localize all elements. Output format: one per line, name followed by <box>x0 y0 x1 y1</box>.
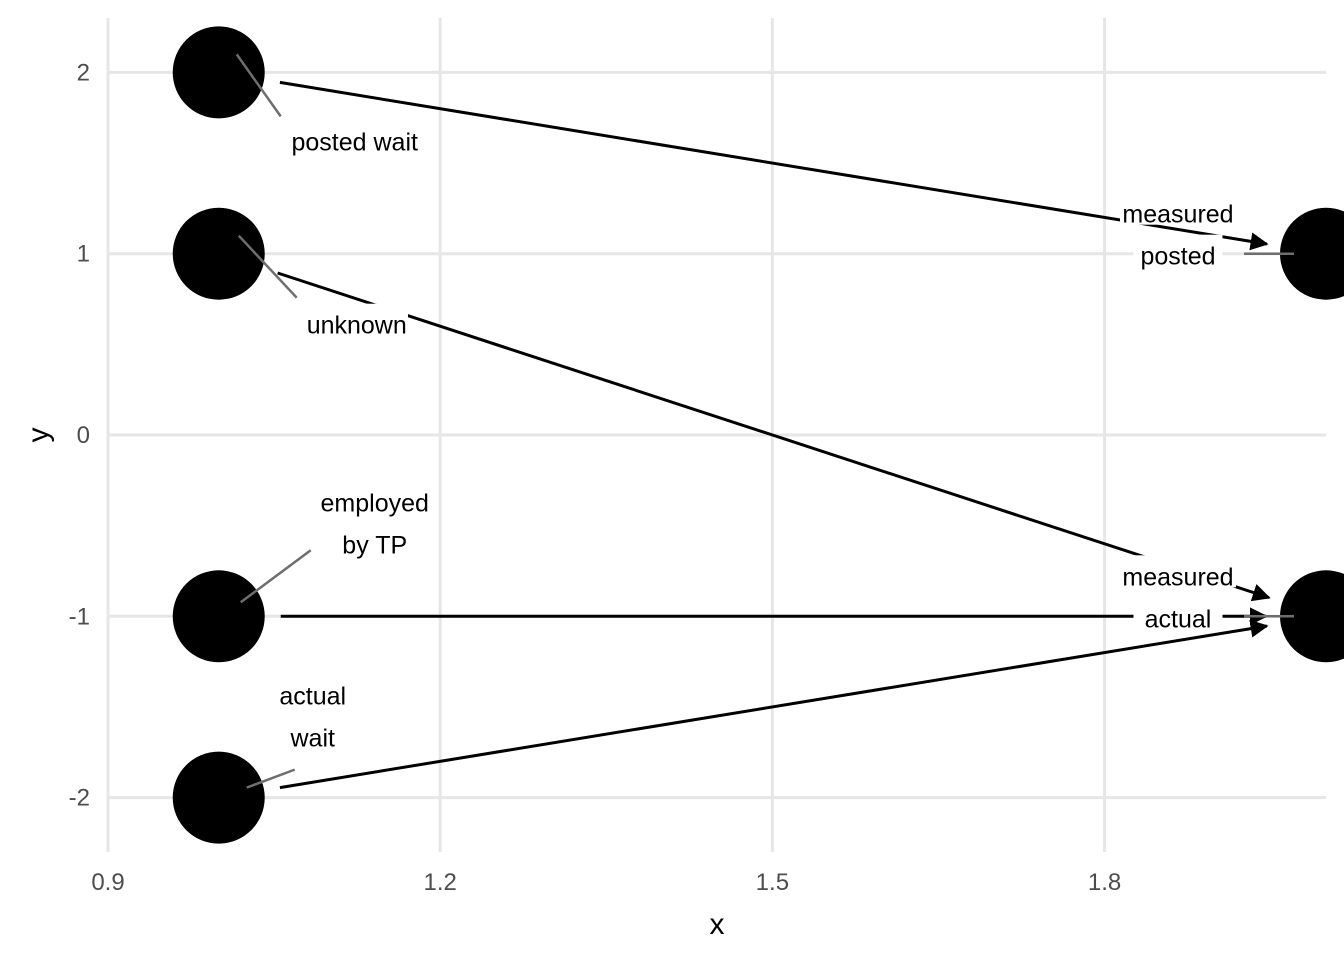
x-tick-label-0: 0.9 <box>91 869 124 896</box>
label-bg-actual_wait-0 <box>268 674 358 707</box>
label-bg-employed_by_tp-1 <box>336 523 413 556</box>
leader-posted_wait <box>235 53 282 118</box>
node-measured_actual <box>1280 570 1344 663</box>
edge-unknown-to-measured_actual <box>277 271 1271 602</box>
label-measured_posted-0: measured <box>1122 201 1233 229</box>
label-posted_wait-0: posted wait <box>291 128 418 156</box>
x-tick-label-3: 1.8 <box>1088 869 1121 896</box>
label-measured_posted-1: posted <box>1140 243 1215 271</box>
label-bg-posted_wait-0 <box>276 120 433 153</box>
y-tick-label-2: 0 <box>77 422 90 449</box>
label-bg-measured_posted-1 <box>1133 234 1223 267</box>
edge-posted_wait-to-measured_posted <box>279 80 1269 251</box>
label-actual_wait-1: wait <box>289 725 335 753</box>
leader-employed_by_tp <box>239 549 312 604</box>
node-measured_posted <box>1280 207 1344 300</box>
node-labels: posted wait unknown employed by TP actual wai… <box>235 53 1294 789</box>
y-tick-label-4: -2 <box>69 785 90 812</box>
y-axis-title: y <box>22 428 55 443</box>
label-bg-measured_actual-1 <box>1133 597 1223 630</box>
label-measured_actual-0: measured <box>1122 563 1233 591</box>
x-tick-label-2: 1.5 <box>756 869 789 896</box>
node-posted_wait <box>172 26 265 119</box>
y-tick-label-0: 2 <box>77 59 90 86</box>
node-actual_wait <box>172 751 265 844</box>
label-employed_by_tp-0: employed <box>321 489 429 517</box>
label-bg-actual_wait-1 <box>281 716 344 749</box>
grid <box>106 18 1326 852</box>
y-tick-label-3: -1 <box>69 603 90 630</box>
label-bg-employed_by_tp-0 <box>316 481 433 514</box>
nodes <box>172 26 1344 844</box>
tick-labels: 0.9 1.2 1.5 1.8 2 1 0 -1 -2 <box>69 59 1122 896</box>
x-axis-title: x <box>710 908 725 941</box>
label-measured_actual-1: actual <box>1145 605 1212 633</box>
leader-actual_wait <box>246 768 296 789</box>
edge-actual_wait-to-measured_actual <box>279 619 1269 790</box>
label-bg-unknown-0 <box>305 303 408 336</box>
label-bg-measured_posted-0 <box>1120 192 1236 225</box>
edges <box>277 80 1271 790</box>
node-employed_by_tp <box>172 570 265 663</box>
x-tick-label-1: 1.2 <box>423 869 456 896</box>
y-tick-label-1: 1 <box>77 241 90 268</box>
leader-unknown <box>237 234 298 299</box>
label-employed_by_tp-1: by TP <box>342 531 407 559</box>
label-actual_wait-0: actual <box>279 683 346 711</box>
label-unknown-0: unknown <box>307 312 407 340</box>
label-bg-measured_actual-0 <box>1120 555 1236 588</box>
node-unknown <box>172 207 265 300</box>
